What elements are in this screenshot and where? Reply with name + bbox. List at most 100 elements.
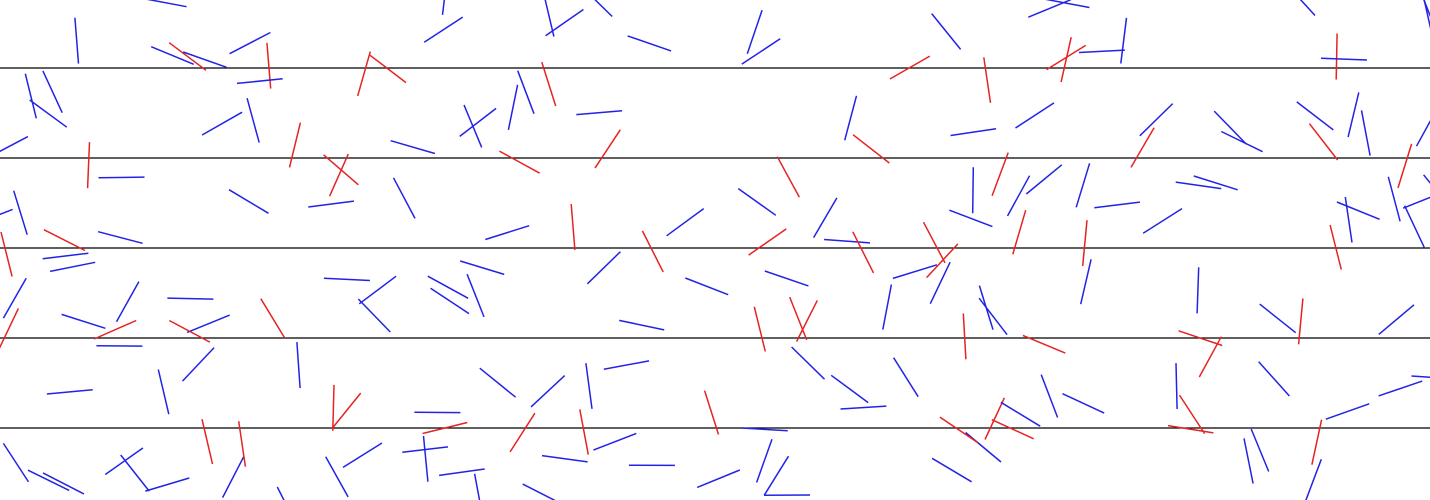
needle-clear bbox=[430, 287, 470, 315]
needle-crossing bbox=[1297, 298, 1304, 345]
needle-clear bbox=[892, 264, 938, 280]
needle-clear bbox=[1423, 0, 1430, 18]
needle-clear bbox=[791, 346, 826, 380]
needle-clear bbox=[145, 477, 190, 492]
needle-clear bbox=[1378, 304, 1415, 335]
needle-clear bbox=[1250, 428, 1270, 472]
needle-clear bbox=[104, 447, 144, 476]
needle-clear bbox=[308, 200, 354, 208]
needle-crossing bbox=[1329, 224, 1343, 270]
needle-clear bbox=[423, 16, 464, 43]
needle-clear bbox=[246, 98, 260, 143]
needle-crossing bbox=[541, 61, 557, 107]
needle-clear bbox=[1299, 0, 1316, 17]
needle-clear bbox=[463, 104, 483, 148]
needle-clear bbox=[1006, 175, 1031, 217]
needle-clear bbox=[0, 135, 29, 153]
needle-clear bbox=[627, 35, 672, 52]
needle-clear bbox=[2, 277, 27, 319]
needle-clear bbox=[27, 469, 70, 492]
needle-clear bbox=[438, 468, 485, 477]
needle-crossing bbox=[991, 152, 1009, 196]
needle-crossing bbox=[889, 55, 931, 80]
needle-crossing bbox=[1167, 424, 1214, 434]
needle-clear bbox=[1045, 0, 1090, 9]
needle-clear bbox=[1193, 175, 1238, 191]
needle-clear bbox=[157, 369, 170, 415]
needle-crossing bbox=[939, 416, 979, 444]
needle-clear bbox=[696, 469, 741, 489]
needle-crossing bbox=[789, 296, 808, 341]
needle-crossing bbox=[922, 221, 946, 264]
needle-clear bbox=[1040, 374, 1059, 418]
needle-clear bbox=[1305, 459, 1323, 500]
needle-crossing bbox=[1012, 209, 1027, 255]
needle-crossing bbox=[852, 134, 890, 164]
needle-clear bbox=[1078, 49, 1125, 54]
needle-clear bbox=[182, 51, 227, 69]
needle-clear bbox=[1423, 174, 1430, 184]
needle-crossing bbox=[753, 306, 767, 352]
needle-clear bbox=[181, 347, 215, 382]
needle-clear bbox=[619, 319, 665, 331]
needle-crossing bbox=[331, 392, 362, 430]
needle-clear bbox=[763, 455, 790, 496]
needle-clear bbox=[741, 427, 788, 432]
needle-clear bbox=[1336, 201, 1380, 220]
needle-clear bbox=[479, 367, 517, 398]
needle-crossing bbox=[748, 228, 787, 256]
needle-clear bbox=[685, 277, 729, 296]
needle-clear bbox=[1075, 163, 1091, 208]
needle-crossing bbox=[499, 150, 541, 174]
needle-crossing bbox=[86, 142, 91, 189]
needle-crossing bbox=[328, 153, 349, 197]
needle-clear bbox=[544, 0, 555, 37]
needle-clear bbox=[812, 197, 838, 238]
needle-crossing bbox=[991, 419, 1035, 440]
needle-clear bbox=[929, 261, 951, 305]
needle-clear bbox=[971, 167, 975, 214]
parallel-guide-lines bbox=[0, 67, 1430, 429]
needle-clear bbox=[42, 252, 89, 260]
needle-clear bbox=[485, 224, 530, 241]
needle-crossing bbox=[984, 397, 1006, 440]
needle-clear bbox=[530, 375, 566, 408]
needle-clear bbox=[1213, 110, 1247, 145]
needle-clear bbox=[1320, 57, 1368, 61]
needle-clear bbox=[1411, 375, 1430, 378]
needle-clear bbox=[1079, 259, 1092, 305]
needle-clear bbox=[1139, 103, 1174, 137]
needle-clear bbox=[1347, 92, 1360, 138]
needle-crossing bbox=[703, 390, 720, 435]
needle-clear bbox=[666, 207, 705, 237]
needle-crossing bbox=[43, 229, 86, 252]
needle-clear bbox=[931, 457, 972, 483]
needle-clear bbox=[576, 110, 623, 116]
needle-clear bbox=[228, 189, 269, 214]
needle-clear bbox=[746, 9, 763, 54]
needle-clear bbox=[1296, 101, 1334, 131]
needle-clear bbox=[97, 230, 143, 245]
needle-crossing bbox=[1022, 334, 1066, 354]
needle-clear bbox=[1325, 403, 1370, 420]
needle-clear bbox=[150, 46, 194, 65]
needle-crossing bbox=[422, 421, 468, 435]
needle-crossing bbox=[260, 298, 286, 339]
needle-crossing bbox=[579, 409, 590, 455]
needle-crossing bbox=[1335, 33, 1338, 80]
needle-clear bbox=[755, 438, 773, 483]
needle-clear bbox=[74, 17, 80, 64]
needle-clear bbox=[323, 277, 370, 282]
needle-clear bbox=[1120, 17, 1128, 64]
needle-clear bbox=[1220, 130, 1263, 153]
needle-clear bbox=[49, 261, 96, 273]
needle-clear bbox=[296, 342, 301, 389]
needle-crossing bbox=[594, 129, 621, 169]
needle-clear bbox=[931, 13, 962, 50]
needle-clear bbox=[1387, 176, 1401, 222]
needle-crossing bbox=[1308, 123, 1339, 161]
needle-clear bbox=[1028, 0, 1072, 18]
needle-clear bbox=[764, 270, 809, 287]
